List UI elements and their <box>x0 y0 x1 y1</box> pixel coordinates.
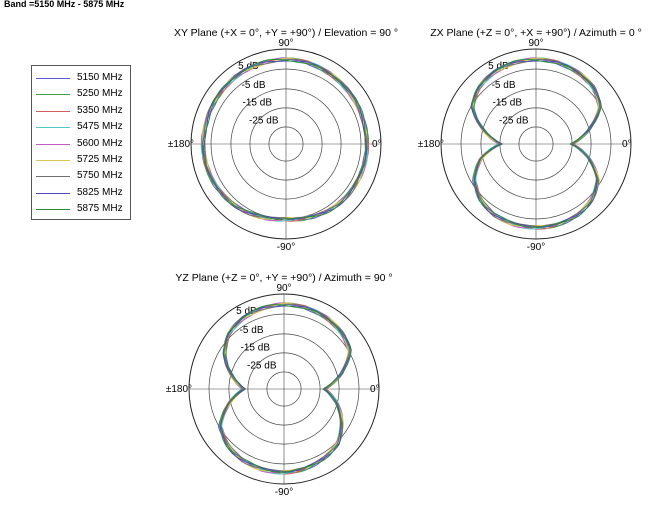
legend-item: 5750 MHz <box>32 168 130 184</box>
legend-label: 5750 MHz <box>77 170 123 182</box>
ring-label: -25 dB <box>249 116 279 127</box>
legend-swatch <box>36 94 70 96</box>
legend-label: 5875 MHz <box>77 203 123 215</box>
legend-swatch <box>36 127 70 129</box>
legend-label: 5150 MHz <box>77 72 123 83</box>
polar-chart: XY Plane (+X = 0°, +Y = +90°) / Elevatio… <box>168 27 398 253</box>
series-trace <box>219 304 352 473</box>
legend-swatch <box>36 192 70 194</box>
series-trace <box>471 59 602 228</box>
angle-label-right: 0° <box>372 139 382 150</box>
angle-label-right: 0° <box>370 384 380 395</box>
legend-item: 5250 MHz <box>32 86 130 102</box>
band-label: Band =5150 MHz - 5875 MHz <box>4 0 125 9</box>
ring-label: -15 dB <box>243 98 273 109</box>
ring-label: -25 dB <box>247 361 277 372</box>
legend-item: 5600 MHz <box>32 136 130 152</box>
legend-item: 5150 MHz <box>32 70 130 86</box>
legend-label: 5475 MHz <box>77 121 123 133</box>
ring-label: -5 dB <box>242 80 266 91</box>
chart-title: XY Plane (+X = 0°, +Y = +90°) / Elevatio… <box>174 27 398 39</box>
legend-item: 5725 MHz <box>32 152 130 168</box>
legend-item: 5475 MHz <box>32 119 130 135</box>
angle-label-bottom: -90° <box>527 242 545 253</box>
legend-label: 5725 MHz <box>77 153 123 165</box>
chart-title: YZ Plane (+Z = 0°, +Y = +90°) / Azimuth … <box>175 272 392 284</box>
angle-label-bottom: -90° <box>275 487 293 498</box>
legend-label: 5350 MHz <box>77 104 123 116</box>
angle-label-top: 90° <box>278 38 293 49</box>
polar-chart: ZX Plane (+Z = 0°, +X = +90°) / Azimuth … <box>418 27 642 253</box>
ring-label: -15 dB <box>241 343 271 354</box>
legend-label: 5825 MHz <box>77 186 123 198</box>
angle-label-left: ±180° <box>166 384 192 395</box>
angle-label-left: ±180° <box>168 139 194 150</box>
chart-title: ZX Plane (+Z = 0°, +X = +90°) / Azimuth … <box>430 27 642 39</box>
legend: 5150 MHz 5250 MHz 5350 MHz 5475 MHz 5600… <box>31 65 131 220</box>
ring-label: -15 dB <box>493 98 523 109</box>
legend-item: 5825 MHz <box>32 185 130 201</box>
legend-swatch <box>36 78 70 79</box>
ring-label: 5 dB <box>236 306 257 317</box>
angle-label-right: 0° <box>622 139 632 150</box>
legend-swatch <box>36 176 70 178</box>
series-trace <box>203 60 367 220</box>
ring-label: -25 dB <box>499 116 529 127</box>
series-trace <box>470 60 602 228</box>
legend-label: 5600 MHz <box>77 137 123 149</box>
legend-swatch <box>36 209 70 211</box>
legend-swatch <box>36 110 70 112</box>
ring-label: 5 dB <box>488 61 509 72</box>
angle-label-left: ±180° <box>418 139 444 150</box>
ring-label: -5 dB <box>492 80 516 91</box>
angle-label-top: 90° <box>528 38 543 49</box>
ring-label: -5 dB <box>240 325 264 336</box>
series-trace <box>201 59 366 220</box>
legend-swatch <box>36 159 70 161</box>
polar-chart: YZ Plane (+Z = 0°, +Y = +90°) / Azimuth … <box>166 272 393 498</box>
legend-item: 5350 MHz <box>32 103 130 119</box>
legend-label: 5250 MHz <box>77 88 123 100</box>
angle-label-bottom: -90° <box>277 242 295 253</box>
series-trace <box>220 305 352 473</box>
legend-swatch <box>36 143 70 145</box>
legend-item: 5875 MHz <box>32 201 130 217</box>
angle-label-top: 90° <box>276 283 291 294</box>
